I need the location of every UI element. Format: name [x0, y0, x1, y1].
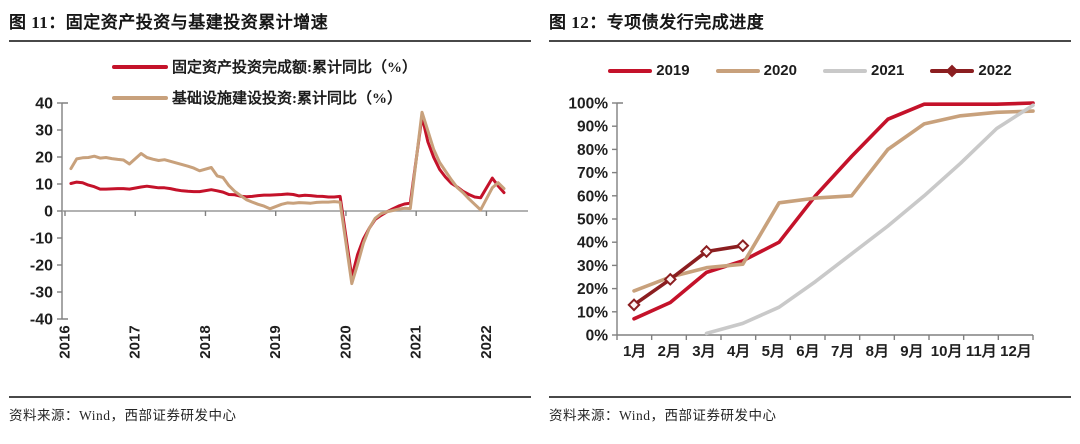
- legend-swatch-infra-yoy: [112, 95, 168, 100]
- series-line-y2021: [704, 103, 1035, 336]
- y-tick-label: 60%: [577, 188, 608, 205]
- x-axis: 2016 2017 2018 2019 2020 2021 2022: [57, 210, 528, 359]
- x-tick-label: 1月: [623, 343, 646, 360]
- y-axis: 100% 90% 80% 70% 60% 50% 40% 30% 20% 10% 0%: [568, 96, 623, 345]
- legend-item-infra-yoy: 基础设施建设投资:累计同比（%）: [112, 87, 417, 108]
- source-note: 资料来源：Wind，西部证券研发中心: [9, 408, 237, 423]
- title-divider: [549, 40, 1071, 42]
- y-tick-label: 10: [35, 177, 53, 194]
- x-tick-label: 7月: [831, 343, 854, 360]
- y-axis: 40 30 20 10 0 -10 -20 -30 -40: [30, 96, 68, 329]
- y-tick-label: 0%: [586, 328, 609, 345]
- x-tick-label: 2020: [337, 325, 354, 358]
- figure-title: 图 12：专项债发行完成进度: [549, 13, 765, 32]
- legend-label: 2020: [763, 62, 797, 79]
- y-tick-label: 20: [35, 150, 53, 167]
- y-tick-label: 40%: [577, 235, 608, 252]
- legend-label: 2021: [871, 62, 905, 79]
- y-tick-label: 30: [35, 123, 53, 140]
- diamond-marker: [736, 239, 750, 253]
- source-note: 资料来源：Wind，西部证券研发中心: [549, 408, 777, 423]
- x-axis: 1月 2月 3月 4月 5月 6月 7月 8月 9月 10月 11月 12月: [616, 334, 1034, 360]
- series-markers-y2022: [627, 239, 750, 312]
- x-tick-label: 2月: [658, 343, 681, 360]
- legend-item-fai-yoy: 固定资产投资完成额:累计同比（%）: [112, 56, 417, 77]
- diamond-marker: [627, 298, 641, 312]
- series-line-y2022: [632, 243, 745, 307]
- x-tick-label: 9月: [900, 343, 923, 360]
- legend: 2019 2020 2021 2022: [540, 62, 1080, 79]
- y-tick-label: -20: [30, 258, 53, 275]
- legend-swatch-y2022: [930, 64, 975, 77]
- diamond-marker: [699, 244, 714, 259]
- series-line-fai-yoy: [69, 115, 506, 279]
- special-bond-progress-chart: 100% 90% 80% 70% 60% 50% 40% 30% 20% 10% 0% 1月 2月 3月 4…: [568, 96, 1035, 360]
- source-divider: [549, 396, 1071, 398]
- x-tick-label: 2017: [127, 325, 144, 358]
- x-tick-label: 2016: [57, 325, 74, 358]
- y-tick-label: 70%: [577, 165, 608, 182]
- y-tick-label: 20%: [577, 281, 608, 298]
- x-tick-label: 6月: [796, 343, 819, 360]
- y-tick-label: -30: [30, 285, 53, 302]
- legend: 固定资产投资完成额:累计同比（%） 基础设施建设投资:累计同比（%）: [112, 56, 417, 108]
- legend-label: 固定资产投资完成额:累计同比（%）: [172, 60, 417, 76]
- y-tick-label: 80%: [577, 142, 608, 159]
- x-tick-label: 2018: [197, 325, 214, 358]
- y-tick-label: 0: [44, 204, 53, 221]
- x-tick-label: 2022: [478, 325, 495, 358]
- series-line-y2019: [632, 101, 1035, 321]
- legend-item-y2022: 2022: [930, 62, 1012, 79]
- x-tick-label: 8月: [866, 343, 889, 360]
- legend-item-y2020: 2020: [715, 62, 797, 79]
- series-line-y2020: [632, 109, 1035, 293]
- diamond-marker: [663, 272, 677, 286]
- legend-label: 2022: [978, 62, 1012, 79]
- figure-panel-12: 图 12：专项债发行完成进度 2019 2020 2021 2022 100% 90% 8…: [540, 0, 1080, 444]
- source-divider: [9, 396, 531, 398]
- diamond-icon: [946, 64, 959, 77]
- series-line-infra-yoy: [69, 110, 506, 286]
- y-tick-label: 40: [35, 96, 53, 113]
- x-tick-label: 4月: [727, 343, 750, 360]
- y-tick-label: 50%: [577, 212, 608, 229]
- figure-panel-11: 图 11：固定资产投资与基建投资累计增速 固定资产投资完成额:累计同比（%） 基础…: [9, 13, 531, 423]
- x-tick-label: 3月: [692, 343, 715, 360]
- x-tick-label: 12月: [1000, 343, 1032, 360]
- legend-item-y2019: 2019: [608, 62, 690, 79]
- x-tick-label: 10月: [931, 343, 963, 360]
- y-tick-label: 100%: [568, 96, 608, 113]
- legend-label: 2019: [656, 62, 690, 79]
- title-divider: [9, 40, 531, 42]
- legend-swatch-y2019: [608, 68, 653, 73]
- legend-swatch-y2021: [823, 68, 867, 73]
- legend-swatch-y2020: [715, 68, 760, 73]
- y-tick-label: 90%: [577, 119, 608, 136]
- x-tick-label: 5月: [762, 343, 785, 360]
- x-tick-label: 2019: [267, 325, 284, 358]
- y-tick-label: -40: [30, 312, 53, 329]
- legend-item-y2021: 2021: [823, 62, 904, 79]
- x-tick-label: 2021: [408, 325, 425, 358]
- y-tick-label: 30%: [577, 258, 608, 275]
- legend-label: 基础设施建设投资:累计同比（%）: [172, 91, 402, 107]
- y-tick-label: -10: [30, 231, 53, 248]
- x-tick-label: 11月: [966, 343, 997, 360]
- legend-swatch-fai-yoy: [112, 64, 168, 69]
- figure-title: 图 11：固定资产投资与基建投资累计增速: [9, 13, 329, 32]
- y-tick-label: 10%: [577, 304, 608, 321]
